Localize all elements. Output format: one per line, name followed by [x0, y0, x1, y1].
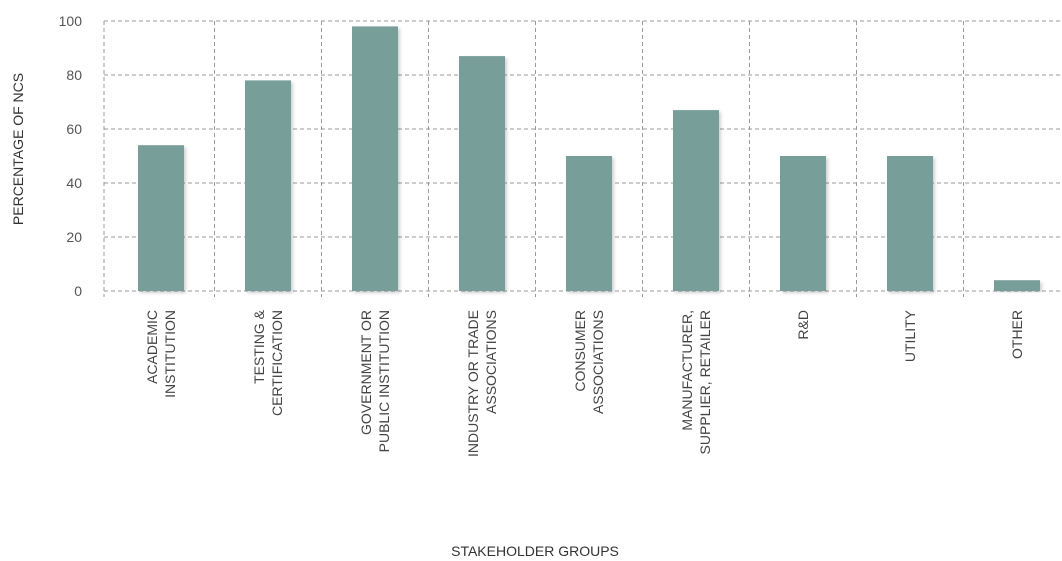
x-tick-label: MANUFACTURER, SUPPLIER, RETAILER	[679, 310, 713, 454]
x-tick-label-line: R&D	[795, 310, 811, 340]
y-tick-labels: 0 20 40 60 80 100	[59, 13, 83, 299]
bars	[138, 26, 1040, 292]
x-tick-label-line: MANUFACTURER,	[679, 310, 695, 431]
x-tick-label-line: OTHER	[1009, 310, 1025, 359]
x-tick-label: UTILITY	[902, 309, 918, 362]
y-axis-title: PERCENTAGE OF NCS	[10, 73, 26, 225]
x-tick-label-line: INSTITUTION	[162, 310, 178, 398]
y-tick-label: 0	[74, 283, 82, 299]
x-tick-label-line: SUPPLIER, RETAILER	[697, 310, 713, 454]
bar-7	[887, 156, 933, 291]
x-tick-label: ACADEMIC INSTITUTION	[144, 310, 178, 398]
x-tick-label-line: ASSOCIATIONS	[590, 310, 606, 414]
bar-8	[994, 280, 1040, 291]
x-tick-label-line: ACADEMIC	[144, 310, 160, 384]
bar-0	[138, 145, 184, 291]
bar-2	[352, 26, 398, 292]
x-tick-label-line: ASSOCIATIONS	[483, 310, 499, 414]
x-tick-label-line: CONSUMER	[572, 310, 588, 392]
x-tick-label-line: CERTIFICATION	[269, 310, 285, 416]
bar-1	[245, 80, 291, 292]
x-tick-label-line: UTILITY	[902, 309, 918, 362]
x-tick-label-line: PUBLIC INSTITUTION	[376, 310, 392, 452]
bar-3	[459, 56, 505, 291]
x-tick-labels: ACADEMIC INSTITUTION TESTING & CERTIFICATIO…	[144, 309, 1025, 457]
x-tick-label: CONSUMER ASSOCIATIONS	[572, 310, 606, 414]
x-tick-label-line: GOVERNMENT OR	[358, 310, 374, 435]
y-tick-label: 100	[59, 13, 83, 29]
x-tick-label: TESTING & CERTIFICATION	[251, 309, 285, 416]
bar-4	[566, 156, 612, 291]
bar-5	[673, 110, 719, 291]
x-tick-label: GOVERNMENT OR PUBLIC INSTITUTION	[358, 310, 392, 452]
y-tick-label: 40	[66, 175, 82, 191]
x-axis-title: STAKEHOLDER GROUPS	[451, 543, 619, 559]
y-tick-label: 20	[66, 229, 82, 245]
y-tick-label: 80	[66, 67, 82, 83]
bar-6	[780, 156, 826, 291]
x-tick-label: INDUSTRY OR TRADE ASSOCIATIONS	[465, 310, 499, 457]
x-tick-label: OTHER	[1009, 310, 1025, 359]
x-tick-label: R&D	[795, 310, 811, 340]
y-tick-label: 60	[66, 121, 82, 137]
x-tick-label-line: TESTING &	[251, 309, 267, 384]
x-tick-label-line: INDUSTRY OR TRADE	[465, 310, 481, 457]
